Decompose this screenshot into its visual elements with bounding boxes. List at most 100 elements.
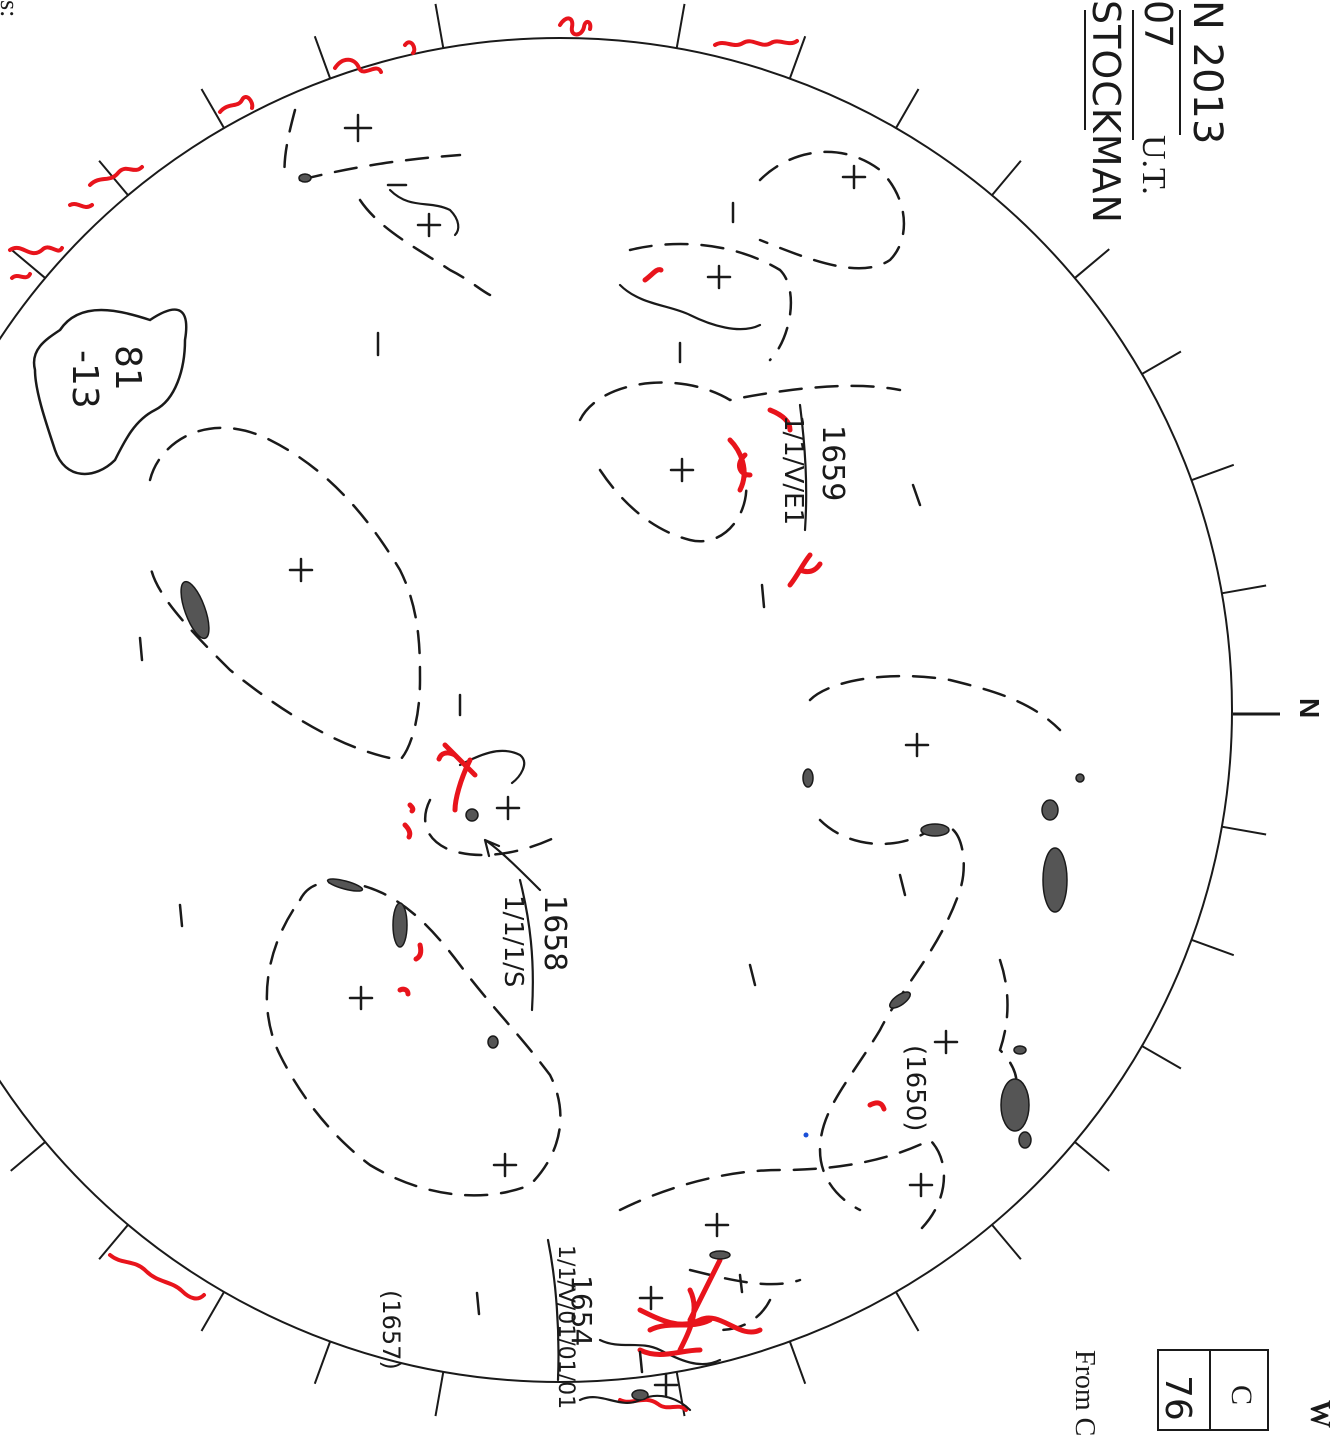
limb-tick	[1191, 938, 1235, 957]
plus-sign	[669, 457, 695, 483]
limb-tick	[788, 35, 807, 79]
limb-tick	[1074, 1141, 1110, 1172]
right-top-fragment: W	[1304, 1400, 1335, 1428]
prominence-top-3	[333, 40, 417, 74]
solid-line-3	[458, 749, 526, 785]
label-underline-1654	[546, 1238, 560, 1382]
boundary-top-left	[283, 108, 492, 297]
spot-11	[1013, 1045, 1027, 1055]
limb-tick	[895, 1291, 920, 1332]
limb-tick	[10, 1141, 46, 1172]
filament-outline	[32, 308, 188, 476]
plus-sign	[704, 1212, 730, 1238]
plage-dot-2	[407, 802, 416, 814]
label-underline-1658	[518, 878, 534, 1012]
arrow-1658	[483, 838, 542, 892]
plus-sign	[653, 1372, 679, 1398]
plus-sign	[638, 1285, 664, 1311]
table-from-text: From C	[1069, 1350, 1100, 1437]
limb-tick	[98, 1224, 129, 1260]
limb-tick	[313, 35, 332, 79]
spot-13	[392, 902, 408, 948]
spot-16	[709, 1250, 731, 1260]
compass-north: N	[1294, 698, 1325, 719]
plus-sign	[841, 164, 867, 190]
stray-blue-mark	[803, 1132, 809, 1138]
plus-sign	[492, 1152, 518, 1178]
region-label-1650: (1650)	[900, 1045, 930, 1132]
plus-sign	[495, 795, 521, 821]
plus-sign	[343, 113, 373, 143]
plus-sign	[908, 1172, 934, 1198]
minus-sign	[911, 483, 922, 507]
prominence-left-1	[68, 165, 144, 209]
plage-1654	[637, 1257, 763, 1357]
limb-tick	[200, 88, 225, 129]
plage-regions	[397, 267, 887, 1357]
table-value-cell: 76	[1157, 1375, 1198, 1421]
spot-6	[1042, 847, 1068, 913]
boundary-center	[423, 798, 562, 857]
left-edge-label: s:	[0, 0, 24, 18]
prominence-top-4	[218, 95, 255, 114]
header-time-unit: U.T.	[1135, 135, 1172, 195]
polarity-signs	[138, 113, 959, 1398]
limb-tick	[788, 1341, 807, 1385]
spot-17	[631, 1389, 649, 1401]
boundary-bottom-right	[618, 1138, 946, 1332]
minus-sign	[748, 963, 757, 987]
limb-tick	[991, 160, 1022, 196]
plage-1658	[436, 742, 478, 813]
minus-sign	[738, 1273, 744, 1294]
limb-tick	[675, 3, 686, 49]
limb-tick	[1141, 1045, 1182, 1070]
prominence-top-1	[558, 16, 593, 37]
limb-tick	[1191, 463, 1235, 482]
limb-tick-marks	[10, 3, 1267, 1417]
minus-sign	[638, 1350, 644, 1374]
limb-tick	[1074, 248, 1110, 279]
plus-sign	[904, 732, 930, 758]
limb-tick	[434, 3, 445, 49]
spot-10	[1018, 1131, 1032, 1149]
table-header-cell: C	[1225, 1385, 1258, 1406]
limb-tick	[1221, 825, 1267, 836]
plage-lower-1	[413, 942, 424, 962]
solid-line-2	[618, 283, 762, 331]
solid-line-1	[388, 188, 460, 237]
side-table	[1157, 1349, 1269, 1431]
spot-9	[1000, 1078, 1030, 1132]
prominence-bottom-1	[108, 1253, 206, 1301]
limb-prominences	[8, 16, 799, 1412]
minus-sign	[898, 873, 907, 897]
header-rules	[1084, 10, 1181, 140]
spot-1	[298, 173, 312, 183]
filament-label-top: 81	[107, 345, 148, 391]
spot-7	[1041, 799, 1059, 821]
plage-dot-1	[402, 822, 413, 840]
plage-mid	[787, 552, 823, 588]
plus-sign	[416, 212, 442, 238]
limb-tick	[434, 1371, 445, 1417]
minus-sign	[475, 1291, 481, 1316]
spot-5	[920, 823, 950, 837]
limb-tick	[1141, 350, 1182, 375]
limb-tick	[200, 1291, 225, 1332]
limb-tick	[991, 1224, 1022, 1260]
spot-12	[889, 991, 911, 1009]
header-time: 07	[1136, 0, 1180, 49]
solid-neutral-lines	[388, 188, 808, 1412]
limb-tick	[313, 1341, 332, 1385]
limb-tick	[10, 248, 46, 279]
plage-lower-2	[397, 986, 411, 997]
polarity-boundaries	[148, 108, 1062, 1332]
sunspots	[180, 173, 1085, 1401]
plus-sign	[706, 264, 732, 290]
region-label-1657: (1657)	[377, 1290, 405, 1370]
limb-tick	[1221, 584, 1267, 595]
plage-1659-a	[727, 437, 753, 493]
minus-sign	[138, 636, 144, 662]
minus-sign	[760, 583, 766, 609]
plage-1659-b	[767, 407, 793, 433]
region-label-1658: 1658	[537, 895, 572, 972]
